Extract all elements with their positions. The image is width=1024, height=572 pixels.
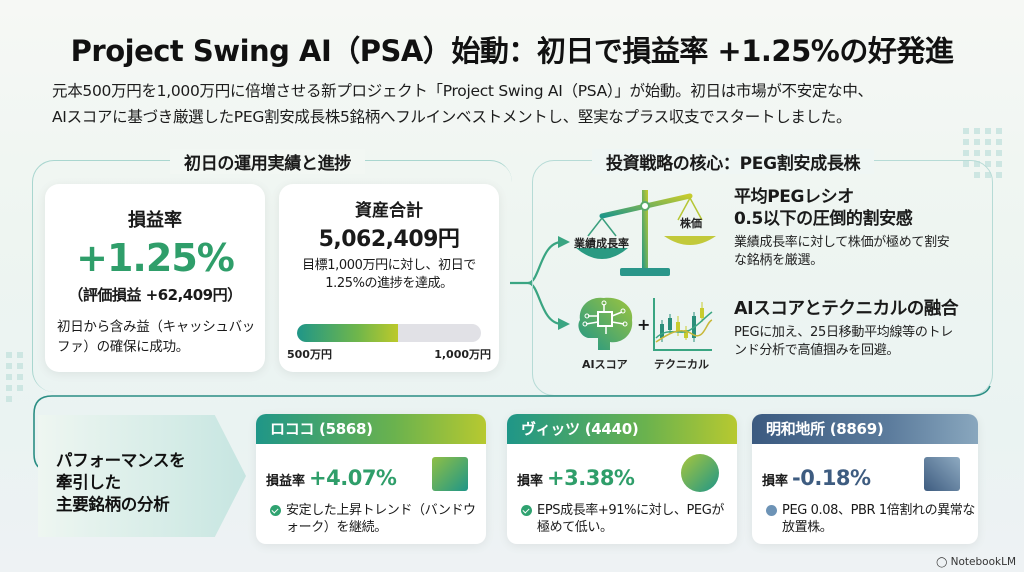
balance-scale-icon [576, 190, 716, 276]
ai-brain-icon [578, 297, 633, 350]
asset-card: 資産合計 5,062,409円 目標1,000万円に対し、初日で1.25%の進捗… [279, 184, 499, 372]
branch-arrows-icon [510, 236, 570, 330]
stock-note: EPS成長率+91%に対し、PEGが極めて低い。 [521, 502, 736, 536]
stock-rate: 損益率 +4.07% [266, 466, 397, 490]
stocks-heading: パフォーマンスを 牽引した 主要銘柄の分析 [56, 450, 186, 516]
strategy-item-peg-title-2: 0.5以下の圧倒的割安感 [734, 209, 913, 229]
plus-sign: + [637, 315, 651, 334]
stock-rate-value: -0.18% [792, 466, 871, 490]
stock-rate-label: 損益率 [266, 474, 306, 489]
stock-rate-label: 損率 [517, 474, 544, 489]
bottom-frame-line [33, 385, 991, 471]
asset-value: 5,062,409円 [318, 227, 460, 252]
brand-watermark: ◯︎ NotebookLM [936, 556, 1016, 568]
strategy-item-ai-title: AIスコアとテクニカルの融合 [734, 299, 959, 319]
square-icon [924, 457, 960, 491]
stocks-heading-line-1: パフォーマンスを [56, 451, 186, 470]
pl-sub: （評価損益 +62,409円） [68, 286, 242, 304]
technical-label: テクニカル [654, 358, 709, 371]
strategy-item-peg-title-1: 平均PEGレシオ [734, 187, 854, 207]
decorative-dots [6, 352, 23, 402]
technical-chart-icon [653, 298, 713, 351]
stock-note-text: EPS成長率+91%に対し、PEGが極めて低い。 [537, 503, 725, 535]
circle-icon [681, 454, 719, 492]
dot-icon [766, 505, 777, 516]
stock-name: 明和地所 (8869) [752, 414, 978, 444]
strategy-item-peg-desc: 業績成長率に対して株価が極めて割安な銘柄を厳選。 [734, 235, 950, 268]
pl-card: 損益率 +1.25% （評価損益 +62,409円） 初日から含み益（キャッシュ… [45, 184, 265, 372]
stock-note-text: 安定した上昇トレンド（バンドウォーク）を継続。 [286, 503, 476, 535]
page-title: Project Swing AI（PSA）始動：初日で損益率 +1.25%の好発… [70, 34, 954, 68]
stock-note: 安定した上昇トレンド（バンドウォーク）を継続。 [270, 502, 485, 536]
stock-name: ヴィッツ (4440) [507, 414, 737, 444]
stocks-heading-line-2: 牽引した [56, 473, 121, 492]
strategy-item-ai-desc: PEGに加え、25日移動平均線等のトレンド分析で高値掴みを回避。 [734, 325, 953, 358]
notebooklm-logo-icon: ◯︎ [936, 557, 948, 568]
stocks-heading-line-3: 主要銘柄の分析 [56, 495, 170, 514]
stock-card-rococo: ロココ (5868) 損益率 +4.07% 安定した上昇トレンド（バンドウォーク）… [256, 414, 486, 544]
stock-card-meiwa: 明和地所 (8869) 損率 -0.18% PEG 0.08、PBR 1倍割れの異… [752, 414, 978, 544]
pl-label: 損益率 [128, 210, 182, 231]
progress-bar [297, 324, 481, 342]
performance-heading: 初日の運用実績と進捗 [170, 149, 365, 174]
ai-score-label: AIスコア [582, 358, 628, 371]
progress-min: 500万円 [287, 348, 332, 361]
strategy-item-peg: 平均PEGレシオ 0.5以下の圧倒的割安感 業績成長率に対して株価が極めて割安な… [734, 186, 1004, 270]
stock-name: ロココ (5868) [256, 414, 486, 444]
stock-rate-value: +4.07% [309, 466, 397, 490]
brand-name: NotebookLM [950, 556, 1016, 568]
check-icon [270, 505, 281, 516]
square-icon [432, 457, 468, 491]
stocks-heading-chevron [38, 415, 246, 537]
intro-text: 元本500万円を1,000万円に倍増させる新プロジェクト「Project Swi… [52, 78, 992, 130]
stock-note: PEG 0.08、PBR 1倍割れの異常な放置株。 [766, 502, 978, 536]
progress-max: 1,000万円 [434, 348, 491, 361]
scale-left-label: 業績成長率 [574, 237, 629, 250]
strategy-heading: 投資戦略の核心：PEG割安成長株 [592, 149, 875, 174]
pl-note: 初日から含み益（キャッシュバッファ）の確保に成功。 [57, 319, 255, 355]
stock-rate: 損率 +3.38% [517, 466, 635, 490]
progress-bar-fill [297, 324, 399, 342]
pl-value: +1.25% [76, 236, 235, 280]
stock-note-text: PEG 0.08、PBR 1倍割れの異常な放置株。 [782, 503, 975, 535]
stock-card-vitz: ヴィッツ (4440) 損率 +3.38% EPS成長率+91%に対し、PEGが極… [507, 414, 737, 544]
strategy-item-ai: AIスコアとテクニカルの融合 PEGに加え、25日移動平均線等のトレンド分析で高… [734, 298, 1004, 360]
stock-rate-value: +3.38% [547, 466, 635, 490]
asset-desc: 目標1,000万円に対し、初日で1.25%の進捗を達成。 [302, 258, 476, 291]
asset-label: 資産合計 [355, 201, 423, 221]
intro-line-2: AIスコアに基づき厳選したPEG割安成長株5銘柄へフルインベストメントし、堅実な… [52, 108, 852, 126]
check-icon [521, 505, 532, 516]
intro-line-1: 元本500万円を1,000万円に倍増させる新プロジェクト「Project Swi… [52, 82, 873, 100]
stock-rate: 損率 -0.18% [762, 466, 871, 490]
stock-rate-label: 損率 [762, 474, 789, 489]
scale-right-label: 株価 [680, 217, 702, 230]
